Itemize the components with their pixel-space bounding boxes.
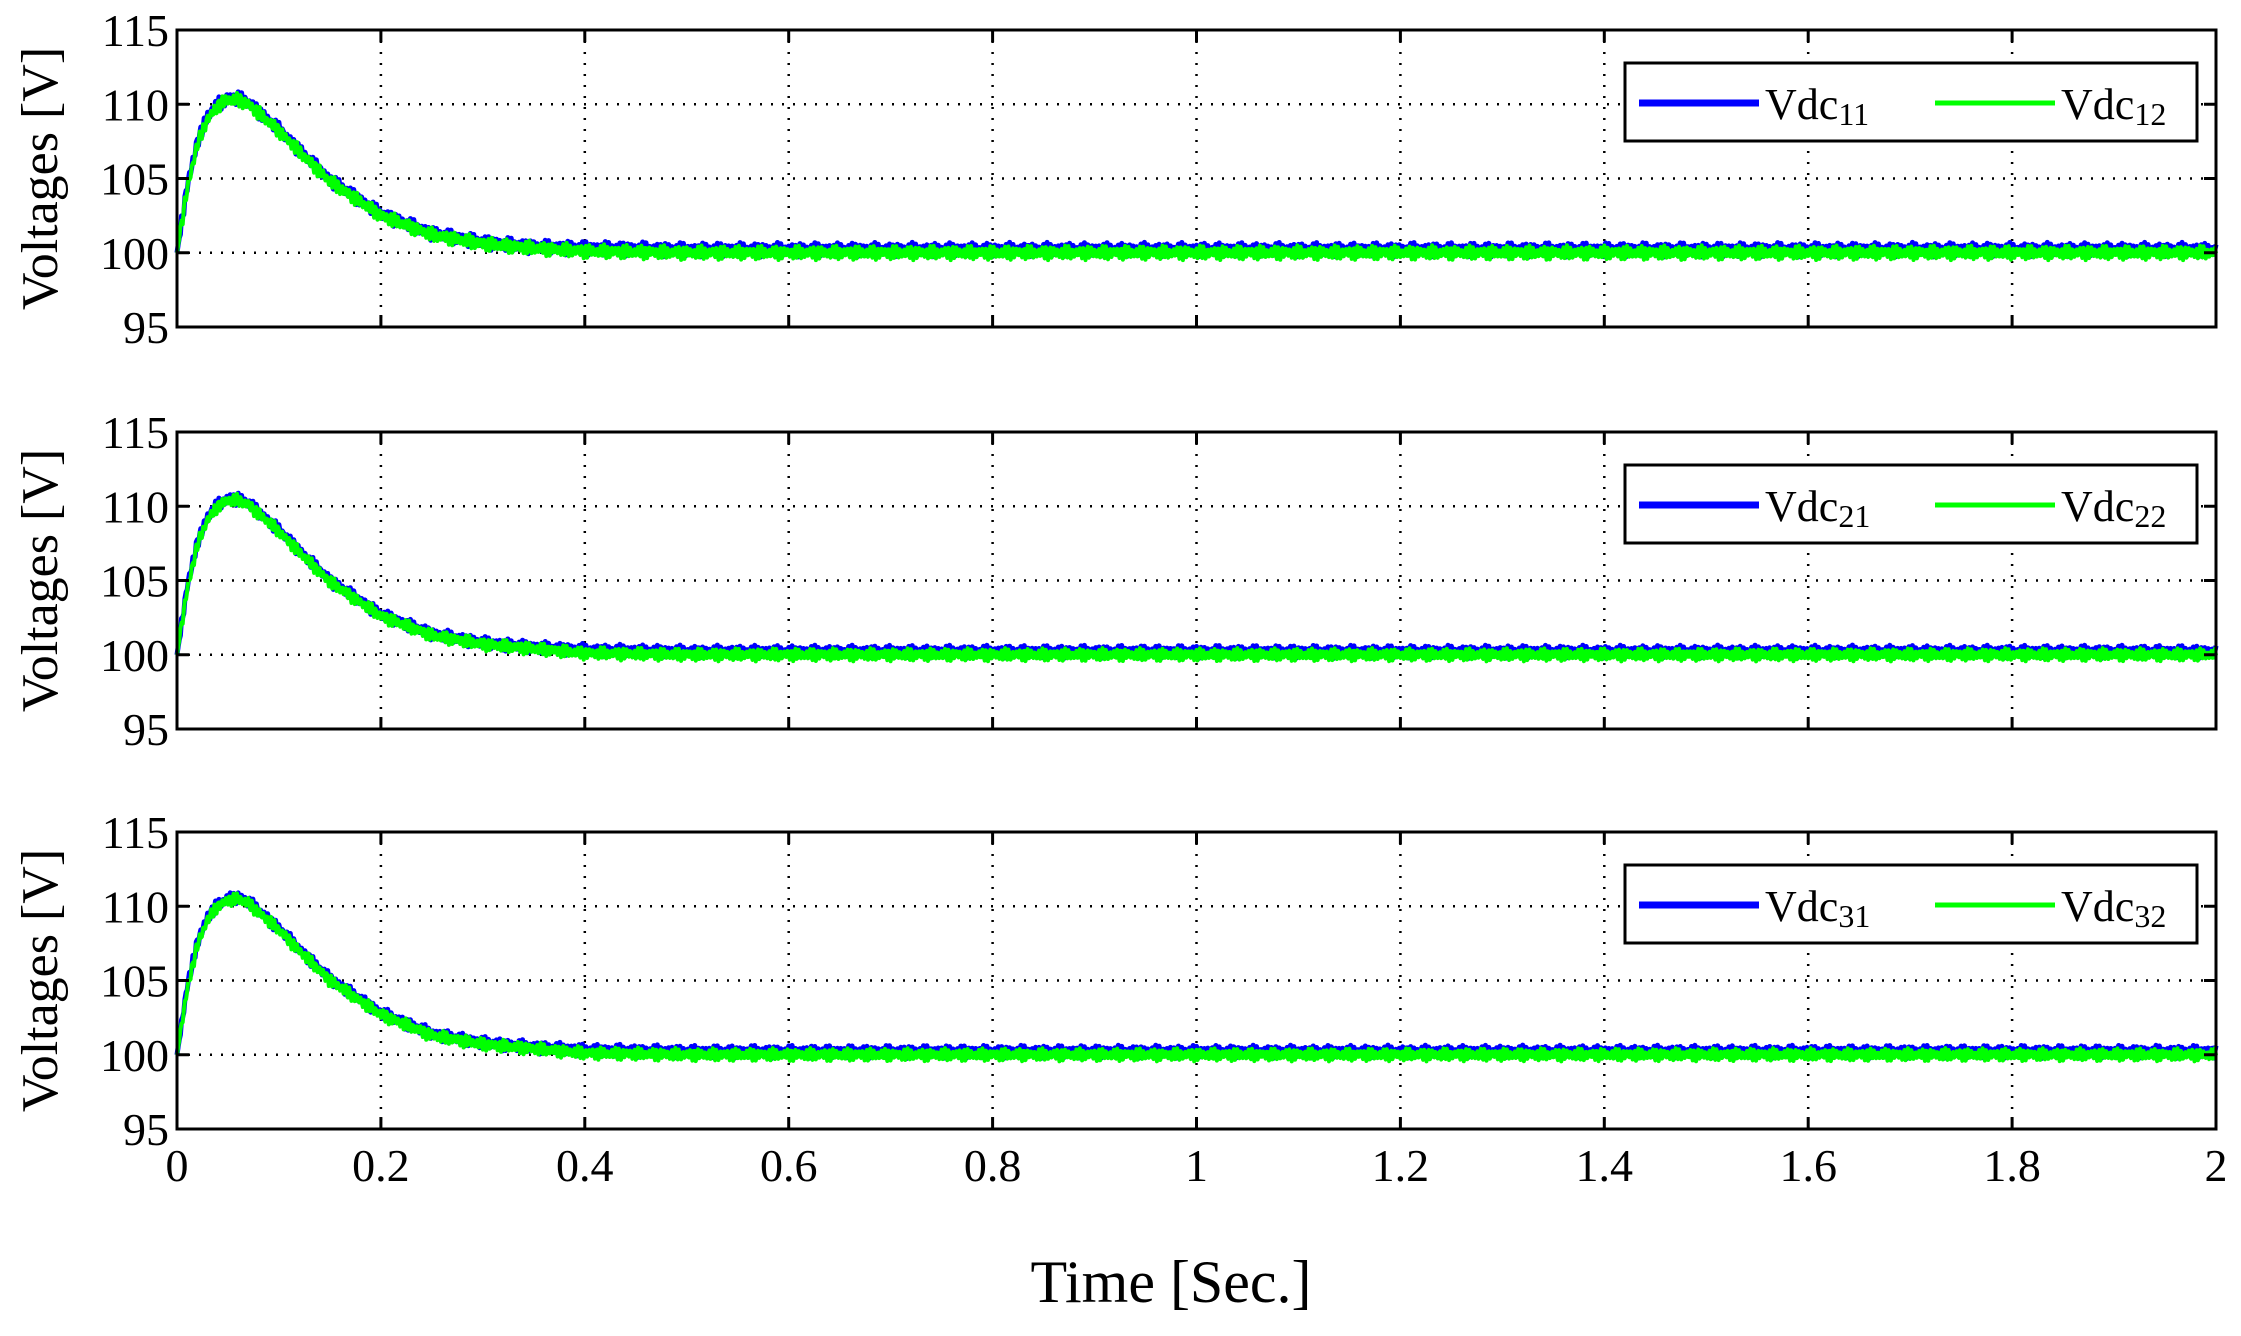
y-tick-label: 110 <box>102 481 169 532</box>
x-tick-label: 1.6 <box>1779 1140 1837 1191</box>
y-tick-label: 115 <box>102 807 169 858</box>
y-tick-label: 95 <box>123 302 169 353</box>
panel-1: 95 100 105 110 115 Voltages [V] Vdc11 Vdc12 <box>12 5 2219 353</box>
y-tick-label: 105 <box>100 154 169 205</box>
y-tick-label: 110 <box>102 79 169 130</box>
x-axis-label: Time [Sec.] <box>1030 1249 1311 1315</box>
x-tick-label: 0.4 <box>556 1140 614 1191</box>
x-tick-label: 2 <box>2205 1140 2228 1191</box>
y-tick-label: 100 <box>100 228 169 279</box>
panel-2: 95 100 105 110 115 Voltages [V] Vdc21 Vdc22 <box>12 407 2219 755</box>
series-line-vdc12 <box>175 91 2218 263</box>
y-axis-label: Voltages [V] <box>12 849 69 1112</box>
y-tick-label: 100 <box>100 1030 169 1081</box>
y-tick-label: 105 <box>100 956 169 1007</box>
y-axis-label: Voltages [V] <box>12 449 69 712</box>
y-tick-label: 95 <box>123 1104 169 1155</box>
y-tick-label: 110 <box>102 881 169 932</box>
legend-entry-label: Vdc32 <box>2061 882 2166 934</box>
legend: Vdc21 Vdc22 <box>1623 463 2199 545</box>
series-line-vdc22 <box>175 491 2218 664</box>
legend-entry-label: Vdc31 <box>1765 882 1870 934</box>
x-tick-label: 1.8 <box>1983 1140 2041 1191</box>
x-tick-label: 1.4 <box>1576 1140 1634 1191</box>
legend: Vdc11 Vdc12 <box>1623 61 2199 143</box>
panel-3: 95 100 105 110 115 Voltages [V] Vdc31 Vdc32 0 0.2… <box>12 807 2228 1191</box>
legend: Vdc31 Vdc32 <box>1623 863 2199 945</box>
x-tick-label: 1.2 <box>1372 1140 1430 1191</box>
x-tick-label: 0.6 <box>760 1140 818 1191</box>
y-axis-label: Voltages [V] <box>12 47 69 310</box>
y-tick-label: 115 <box>102 5 169 56</box>
x-tick-label: 0 <box>166 1140 189 1191</box>
y-tick-label: 105 <box>100 556 169 607</box>
x-tick-label: 0.2 <box>352 1140 410 1191</box>
x-tick-label: 1 <box>1185 1140 1208 1191</box>
y-tick-label: 100 <box>100 630 169 681</box>
x-tick-label: 0.8 <box>964 1140 1022 1191</box>
series-line-vdc32 <box>175 891 2218 1064</box>
y-tick-label: 95 <box>123 704 169 755</box>
y-tick-label: 115 <box>102 407 169 458</box>
